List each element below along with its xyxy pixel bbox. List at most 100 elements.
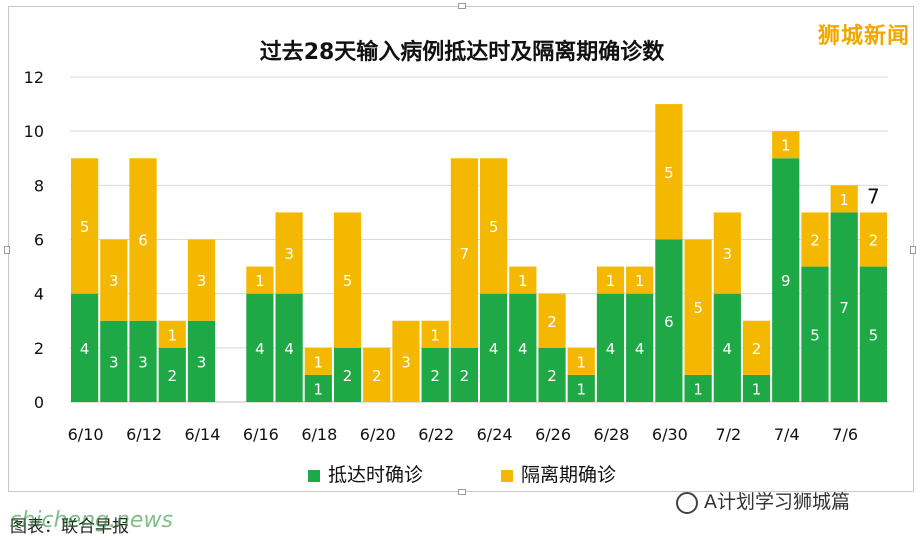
legend-item-quarantine: 隔离期确诊 — [501, 460, 616, 487]
bar-quarantine — [158, 320, 186, 348]
bar-quarantine — [392, 320, 420, 402]
x-tick-label: 6/14 — [184, 425, 220, 444]
bar-quarantine — [859, 212, 887, 267]
resize-handle-bottom[interactable] — [458, 489, 466, 495]
data-label-quarantine: 5 — [489, 218, 499, 236]
x-tick-label: 6/22 — [418, 425, 454, 444]
wechat-account-label: A计划学习狮城篇 — [704, 491, 850, 513]
bar-arrival — [742, 374, 771, 402]
y-tick-label: 0 — [34, 393, 44, 412]
bar-arrival — [333, 347, 362, 402]
data-label-quarantine: 5 — [80, 218, 90, 236]
bar-quarantine — [100, 239, 128, 321]
annotation-label: 7 — [867, 184, 880, 208]
data-label-quarantine: 5 — [693, 299, 703, 317]
data-label-quarantine: 2 — [869, 232, 879, 250]
legend-label-quarantine: 隔离期确诊 — [521, 464, 617, 486]
bar-quarantine — [772, 131, 800, 159]
bar-arrival — [246, 293, 274, 402]
bar-arrival — [509, 293, 537, 402]
bar-quarantine — [713, 212, 741, 294]
data-label-arrival: 4 — [80, 340, 90, 358]
y-tick-label: 4 — [34, 285, 44, 304]
data-label-quarantine: 1 — [430, 326, 440, 344]
bar-arrival — [626, 293, 654, 402]
x-tick-label: 6/20 — [360, 425, 396, 444]
data-label-arrival: 4 — [635, 340, 645, 358]
bar-quarantine — [480, 158, 508, 294]
data-label-quarantine: 1 — [167, 326, 177, 344]
data-label-arrival: 5 — [869, 326, 879, 344]
x-tick-label: 7/2 — [715, 425, 741, 444]
data-label-arrival: 3 — [197, 353, 207, 371]
bar-arrival — [421, 347, 449, 402]
bar-quarantine — [187, 239, 216, 321]
data-label-quarantine: 3 — [401, 353, 411, 371]
chart-title: 过去28天输入病例抵达时及隔离期确诊数 — [259, 40, 665, 65]
data-label-quarantine: 2 — [810, 232, 820, 250]
data-label-arrival: 4 — [518, 340, 528, 358]
data-label-arrival: 7 — [839, 299, 849, 317]
legend-item-arrival: 抵达时确诊 — [307, 460, 423, 487]
bar-arrival — [450, 347, 478, 402]
bar-arrival — [596, 293, 625, 402]
bar-quarantine — [421, 320, 449, 348]
data-label-arrival: 1 — [693, 380, 703, 398]
data-label-arrival: 2 — [547, 367, 557, 385]
data-label-quarantine: 1 — [606, 272, 616, 290]
data-label-quarantine: 3 — [197, 272, 207, 290]
data-label-quarantine: 1 — [314, 353, 324, 371]
bar-quarantine — [71, 158, 99, 294]
bar-arrival — [655, 239, 683, 402]
data-label-arrival: 1 — [752, 380, 762, 398]
resize-handle-left[interactable] — [4, 246, 10, 254]
legend: 抵达时确诊 隔离期确诊 — [0, 460, 924, 487]
data-label-arrival: 4 — [284, 340, 294, 358]
bar-quarantine — [567, 347, 595, 375]
site-watermark: shicheng.news — [10, 508, 173, 533]
data-label-arrival: 2 — [167, 367, 177, 385]
data-label-quarantine: 5 — [343, 272, 353, 290]
bar-quarantine — [129, 158, 157, 321]
data-label-quarantine: 1 — [781, 137, 791, 155]
data-label-quarantine: 6 — [138, 232, 148, 250]
resize-handle-right[interactable] — [910, 246, 916, 254]
data-label-quarantine: 3 — [284, 245, 294, 263]
bar-quarantine — [538, 293, 566, 348]
data-label-quarantine: 1 — [839, 191, 849, 209]
bar-arrival — [100, 320, 128, 402]
bar-quarantine — [626, 266, 654, 294]
data-label-arrival: 1 — [576, 380, 586, 398]
data-label-arrival: 4 — [255, 340, 265, 358]
data-label-arrival: 4 — [723, 340, 733, 358]
wechat-account: A计划学习狮城篇 — [676, 487, 850, 514]
data-label-arrival: 5 — [810, 326, 820, 344]
bar-quarantine — [801, 212, 829, 267]
bar-quarantine — [655, 104, 683, 240]
data-label-arrival: 2 — [343, 367, 353, 385]
resize-handle-top[interactable] — [458, 3, 466, 9]
data-label-arrival: 1 — [314, 380, 324, 398]
data-label-arrival: 3 — [109, 353, 119, 371]
x-tick-label: 7/4 — [774, 425, 800, 444]
bar-quarantine — [684, 239, 712, 375]
y-tick-label: 10 — [24, 122, 44, 141]
bar-quarantine — [333, 212, 362, 348]
data-label-quarantine: 1 — [518, 272, 528, 290]
bar-quarantine — [509, 266, 537, 294]
bar-arrival — [859, 266, 887, 402]
bar-quarantine — [742, 320, 771, 375]
x-tick-label: 6/18 — [301, 425, 337, 444]
data-label-quarantine: 3 — [109, 272, 119, 290]
bar-arrival — [713, 293, 741, 402]
data-label-quarantine: 5 — [664, 164, 674, 182]
legend-swatch-quarantine — [501, 469, 514, 482]
bar-arrival — [304, 374, 332, 402]
data-label-arrival: 2 — [460, 367, 470, 385]
data-label-quarantine: 2 — [372, 367, 382, 385]
bar-arrival — [480, 293, 508, 402]
data-label-arrival: 3 — [138, 353, 148, 371]
x-tick-label: 7/6 — [832, 425, 858, 444]
x-tick-label: 6/16 — [243, 425, 279, 444]
legend-label-arrival: 抵达时确诊 — [327, 464, 423, 486]
